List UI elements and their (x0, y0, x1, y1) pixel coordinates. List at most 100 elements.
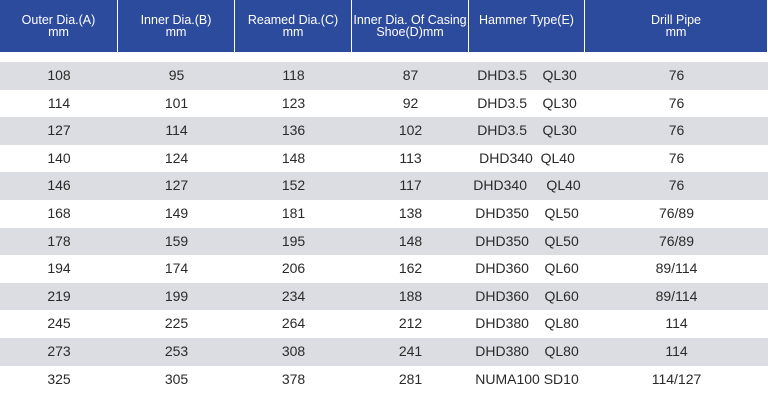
table-cell: 273 (47, 343, 71, 359)
table-row: 114 101 123 92 DHD3.5 QL30 76 (0, 90, 768, 118)
table-cell: 241 (398, 343, 423, 359)
table-cell: 108 (47, 67, 71, 83)
table-cell: 199 (164, 287, 189, 304)
table-cell: 378 (281, 370, 306, 387)
table-cell: 181 (281, 205, 306, 221)
table-cell: 89/114 (655, 260, 698, 277)
table-cell: 118 (282, 67, 305, 83)
table-cell: 194 (47, 260, 71, 277)
table-cell: 117 (399, 177, 422, 194)
table-cell: 113 (399, 149, 422, 166)
header-text: Shoe(D)mm (376, 25, 444, 39)
table-cell: 101 (164, 94, 189, 111)
table-cell: 76/89 (658, 205, 695, 221)
table-cell: 148 (398, 232, 423, 249)
table-row: 127 114 136 102 DHD3.5 QL30 76 (0, 117, 768, 145)
table-row: 146 127 152 117 DHD340 QL40 76 (0, 172, 768, 200)
table-cell: 92 (402, 94, 419, 111)
table-row: 273 253 308 241 DHD380 QL80 114 (0, 338, 768, 366)
header-text: mm (165, 25, 187, 39)
header-text: mm (665, 25, 687, 39)
column-header: Hammer Type(E) (469, 0, 585, 52)
table-cell: 89/114 (655, 287, 698, 304)
table-row: 140 124 148 113 DHD340 QL40 76 (0, 145, 768, 173)
table-cell: 146 (47, 177, 71, 194)
header-text: Outer Dia.(A) (21, 13, 96, 27)
table-cell: 325 (47, 370, 71, 387)
table-row: 325 305 378 281 NUMA100 SD10 114/127 (0, 366, 768, 394)
header-text: mm (48, 25, 69, 39)
header-text: Hammer Type(E) (479, 13, 574, 27)
table-cell: 127 (47, 122, 71, 139)
header-text: Drill Pipe (650, 13, 701, 27)
table-cell: 114 (165, 122, 188, 139)
table-cell: DHD360 QL60 (475, 287, 579, 304)
table-cell: DHD360 QL60 (475, 260, 579, 277)
table-row: 219 199 234 188 DHD360 QL60 89/114 (0, 282, 768, 311)
table-cell: 114 (47, 94, 71, 111)
table-cell: 114 (665, 315, 688, 332)
table-cell: 308 (281, 343, 306, 359)
table-cell: 76 (668, 67, 685, 83)
table-cell: 76 (668, 122, 685, 139)
table-row: 194 174 206 162 DHD360 QL60 89/114 (0, 255, 768, 283)
table-cell: 149 (164, 205, 189, 221)
table-row: 178 159 195 148 DHD350 QL50 76/89 (0, 227, 768, 256)
table-cell: 253 (164, 343, 189, 359)
column-header: Inner Dia.(B) mm (118, 0, 235, 52)
table-cell: 188 (398, 287, 423, 304)
column-header: Reamed Dia.(C) mm (235, 0, 352, 52)
table-cell: 114/127 (651, 370, 702, 387)
table-cell: NUMA100 SD10 (475, 370, 579, 387)
header-text: Inner Dia. Of Casing (353, 13, 467, 27)
table-cell: DHD380 QL80 (475, 315, 579, 332)
table-cell: 195 (281, 232, 306, 249)
header-text: Reamed Dia.(C) (247, 13, 339, 27)
table-cell: DHD3.5 QL30 (477, 94, 577, 111)
table-cell: DHD340 QL40 (479, 149, 575, 166)
table-cell: DHD350 QL50 (475, 232, 579, 249)
table-cell: 264 (281, 315, 306, 332)
table-cell: 178 (47, 232, 71, 249)
table-cell: 174 (164, 260, 189, 277)
table-row: 168 149 181 138 DHD350 QL50 76/89 (0, 200, 768, 228)
table-cell: 152 (281, 177, 306, 194)
table-cell: 138 (398, 205, 423, 221)
table-cell: DHD3.5 QL30 (477, 67, 577, 83)
table-cell: 76 (668, 94, 685, 111)
table-cell: 162 (398, 260, 423, 277)
table-cell: 148 (281, 149, 306, 166)
table-cell: 114 (665, 343, 688, 359)
table-cell: DHD340 QL40 (473, 177, 581, 194)
table-row: 245 225 264 212 DHD380 QL80 114 (0, 310, 768, 338)
column-header: Drill Pipe mm (585, 0, 768, 52)
table-cell: DHD380 QL80 (475, 343, 579, 359)
table-cell: 140 (47, 149, 71, 166)
table-cell: DHD350 QL50 (475, 205, 579, 221)
column-header: Inner Dia. Of Casing Shoe(D)mm (352, 0, 469, 52)
table-cell: 245 (47, 315, 71, 332)
table-cell: 95 (168, 67, 185, 83)
table-cell: DHD3.5 QL30 (477, 122, 577, 139)
table-cell: 136 (281, 122, 306, 139)
table-cell: 234 (281, 287, 306, 304)
table-cell: 225 (164, 315, 189, 332)
table-row: 108 95 118 87 DHD3.5 QL30 76 (0, 62, 768, 90)
header-text: mm (282, 25, 304, 39)
table-cell: 102 (398, 122, 423, 139)
table-cell: 123 (281, 94, 306, 111)
header-text: Inner Dia.(B) (140, 13, 212, 27)
table-cell: 168 (47, 205, 71, 221)
table-cell: 219 (47, 287, 71, 304)
table-cell: 76/89 (658, 232, 695, 249)
table-cell: 87 (402, 67, 419, 83)
table-cell: 281 (398, 370, 423, 387)
table-cell: 305 (164, 370, 189, 387)
table-cell: 206 (281, 260, 306, 277)
table-cell: 124 (164, 149, 189, 166)
table-cell: 76 (668, 177, 685, 194)
column-header: Outer Dia.(A) mm (0, 0, 118, 52)
table-cell: 212 (398, 315, 423, 332)
table-cell: 76 (668, 149, 685, 166)
